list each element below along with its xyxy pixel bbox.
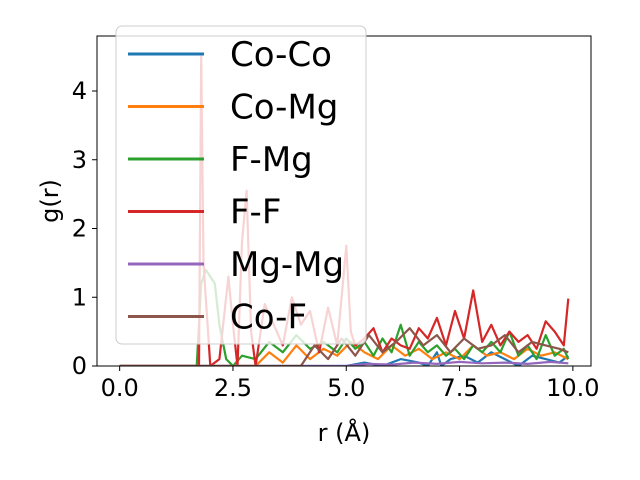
series-line-f-f — [119, 55, 570, 366]
legend-label-co-co: Co-Co — [230, 35, 332, 75]
series-line-mg-mg — [119, 360, 569, 366]
x-axis: 0.0 2.5 5.0 7.5 10.0 — [101, 366, 600, 402]
y-tick-label: 0 — [72, 352, 87, 380]
legend-label-f-mg: F-Mg — [230, 140, 313, 180]
y-tick-label: 4 — [72, 77, 87, 105]
series-line-co-co — [119, 351, 569, 366]
x-tick-label: 0.0 — [101, 374, 139, 402]
series-line-co-mg — [119, 340, 569, 366]
series-line-co-f — [119, 327, 569, 366]
x-tick-label: 10.0 — [546, 374, 599, 402]
legend-label-mg-mg: Mg-Mg — [230, 245, 344, 285]
y-tick-label: 2 — [72, 215, 87, 243]
x-axis-label: r (Å) — [318, 418, 371, 447]
y-axis: 0 1 2 3 4 — [72, 77, 97, 380]
legend-label-f-f: F-F — [230, 193, 281, 233]
y-tick-label: 3 — [72, 146, 87, 174]
x-tick-label: 2.5 — [214, 374, 252, 402]
series-layer — [119, 55, 570, 366]
x-tick-label: 7.5 — [440, 374, 478, 402]
x-tick-label: 5.0 — [327, 374, 365, 402]
legend-label-co-f: Co-F — [230, 298, 307, 338]
legend: Co-Co Co-Mg F-Mg F-F Mg-Mg Co-F — [115, 25, 367, 345]
y-tick-label: 1 — [72, 283, 87, 311]
y-axis-label: g(r) — [36, 179, 64, 223]
legend-label-co-mg: Co-Mg — [230, 88, 338, 128]
